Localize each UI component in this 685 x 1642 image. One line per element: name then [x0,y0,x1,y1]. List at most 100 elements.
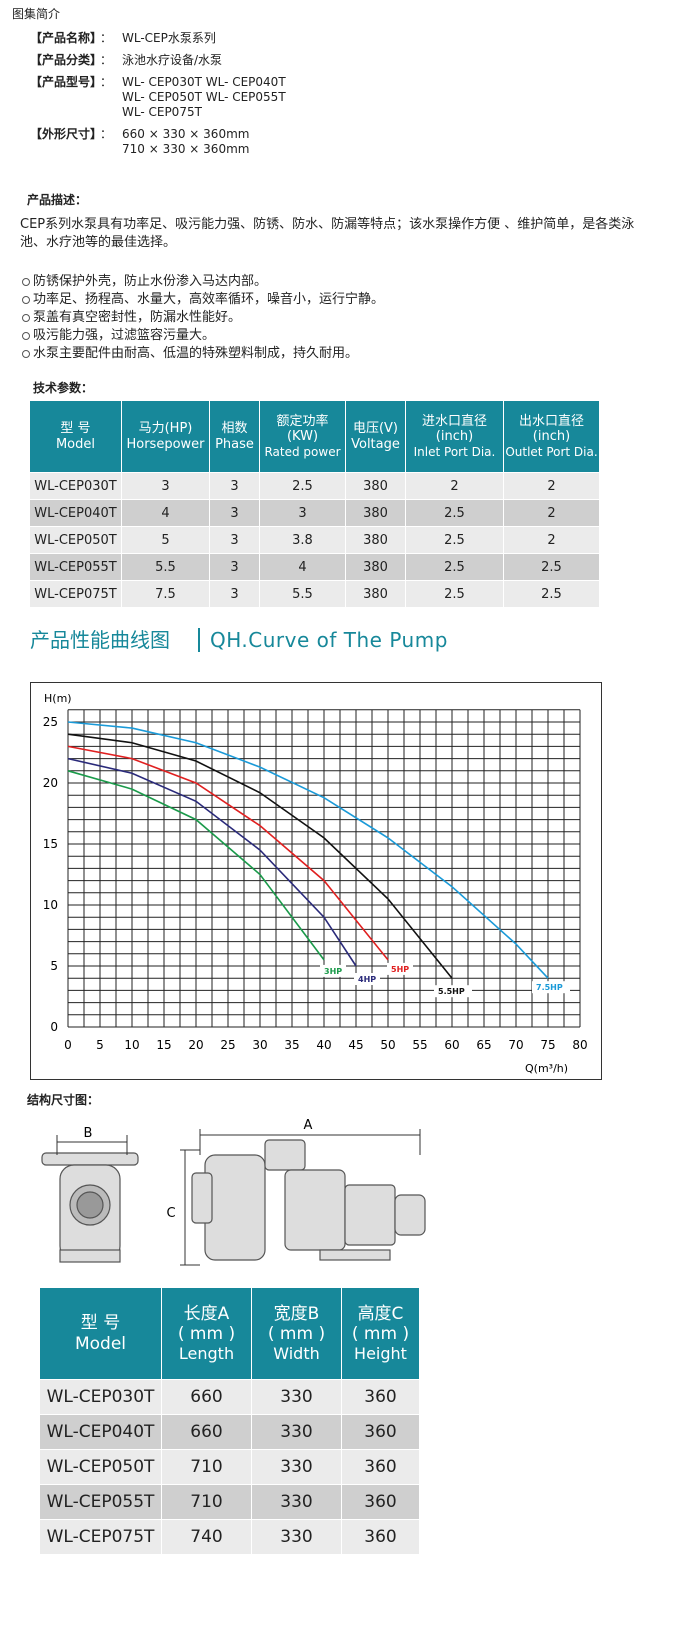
x-tick-label: 55 [412,1038,427,1052]
table-cell: 380 [346,473,406,500]
header-text: Voltage [351,436,400,452]
dimension-label: B [84,1126,93,1141]
label-box [387,962,413,975]
table-cell: 330 [252,1450,342,1485]
table-cell: 5.5 [122,554,210,581]
table-cell: 2 [504,527,600,554]
table-cell: WL-CEP030T [40,1380,162,1415]
y-tick-label: 15 [43,837,58,851]
table-cell: 2.5 [406,527,504,554]
y-tick-label: 20 [43,776,58,790]
header-text: Phase [215,436,254,452]
table-cell: 2.5 [406,500,504,527]
info-value: WL- CEP075T [122,105,202,119]
header-text: (inch) [532,429,571,445]
x-tick-label: 70 [508,1038,523,1052]
x-tick-label: 50 [380,1038,395,1052]
info-label: 【产品名称】 [30,31,103,45]
info-value: 泳池水疗设备/水泵 [122,53,223,67]
header-text: ( mm ) [177,1323,236,1344]
curve [67,757,357,967]
table-cell: 2.5 [260,473,346,500]
feature-item: 吸污能力强，过滤篮容污量大。 [33,328,216,343]
header-cell: 型 号 Model [40,1288,162,1380]
header-text: ( mm ) [267,1323,326,1344]
bullet [22,314,30,322]
header-text: 进水口直径 [421,413,487,429]
curve [67,721,549,979]
table-cell: 2 [504,473,600,500]
info-value: WL- CEP030T WL- CEP040T [122,75,286,89]
header-text: Horsepower [126,436,205,452]
feature-item: 功率足、扬程高、水量大，高效率循环，噪音小，运行宁静。 [33,292,385,307]
label-box [320,964,346,977]
table-cell: 360 [342,1520,420,1555]
header-text: 电压(V) [352,420,399,436]
info-label: 【产品分类】 [30,53,103,67]
header-cell: 电压(V) Voltage [346,401,406,473]
y-axis-label: H(m) [44,692,72,705]
info-separator: ： [100,75,113,89]
curve-title-cn: 产品性能曲线图 [30,628,170,652]
header-cell: 长度A( mm ) Length [162,1288,252,1380]
header-text: Length [178,1344,235,1364]
y-tick-label: 0 [50,1020,58,1034]
info-label: 【产品型号】 [30,75,103,89]
table-cell: WL-CEP040T [30,500,122,527]
divider [198,628,200,652]
table-cell: 710 [162,1485,252,1520]
header-text: 出水口直径 [518,413,584,429]
table-cell: 330 [252,1485,342,1520]
table-cell: 3 [210,500,260,527]
info-value: 660 × 330 × 360mm [122,127,250,141]
x-tick-label: 45 [348,1038,363,1052]
table-cell: 2 [406,473,504,500]
header-cell: 额定功率 (KW) Rated power [260,401,346,473]
info-separator: ： [100,127,113,141]
header-text: 相数 [221,420,248,436]
feature-item: 泵盖有真空密封性，防漏水性能好。 [33,310,242,325]
x-tick-label: 65 [476,1038,491,1052]
table-cell: WL-CEP040T [40,1415,162,1450]
x-tick-label: 20 [188,1038,203,1052]
table-cell: 2.5 [406,581,504,608]
table-cell: 2.5 [504,554,600,581]
table-cell: 3 [122,473,210,500]
header-text: 额定功率 [276,413,329,429]
feature-item: 防锈保护外壳，防止水份渗入马达内部。 [33,274,268,289]
info-value: 710 × 330 × 360mm [122,142,250,156]
header-cell: 进水口直径 (inch) Inlet Port Dia. [406,401,504,473]
table-cell: WL-CEP075T [40,1520,162,1555]
table-cell: 660 [162,1380,252,1415]
table-cell: 3.8 [260,527,346,554]
dimension-label: C [166,1206,175,1221]
info-label: 【外形尺寸】 [30,127,103,141]
table-cell: 330 [252,1415,342,1450]
table-cell: 380 [346,554,406,581]
x-tick-label: 5 [96,1038,104,1052]
header-text: Rated power [264,444,341,459]
x-tick-label: 15 [156,1038,171,1052]
table-cell: 380 [346,500,406,527]
header-text: 型 号 [60,420,91,436]
table-cell: 380 [346,581,406,608]
header-cell: 出水口直径 (inch) Outlet Port Dia. [504,401,600,473]
table-cell: 710 [162,1450,252,1485]
table-cell: 2.5 [504,581,600,608]
x-tick-label: 60 [444,1038,459,1052]
x-tick-label: 80 [572,1038,587,1052]
table-cell: WL-CEP055T [40,1485,162,1520]
series-label: 5.5HP [438,987,465,996]
series-label: 3HP [324,967,342,976]
series-label: 7.5HP [536,983,563,992]
x-axis-label: Q(m³/h) [525,1062,568,1075]
header-cell: 型 号 Model [30,401,122,473]
table-cell: WL-CEP075T [30,581,122,608]
x-tick-label: 0 [64,1038,72,1052]
label-box [532,981,570,994]
table-cell: WL-CEP050T [40,1450,162,1485]
header-text: 长度A [183,1303,230,1324]
y-tick-label: 10 [43,898,58,912]
info-value: WL- CEP050T WL- CEP055T [122,90,286,104]
table-cell: 360 [342,1450,420,1485]
